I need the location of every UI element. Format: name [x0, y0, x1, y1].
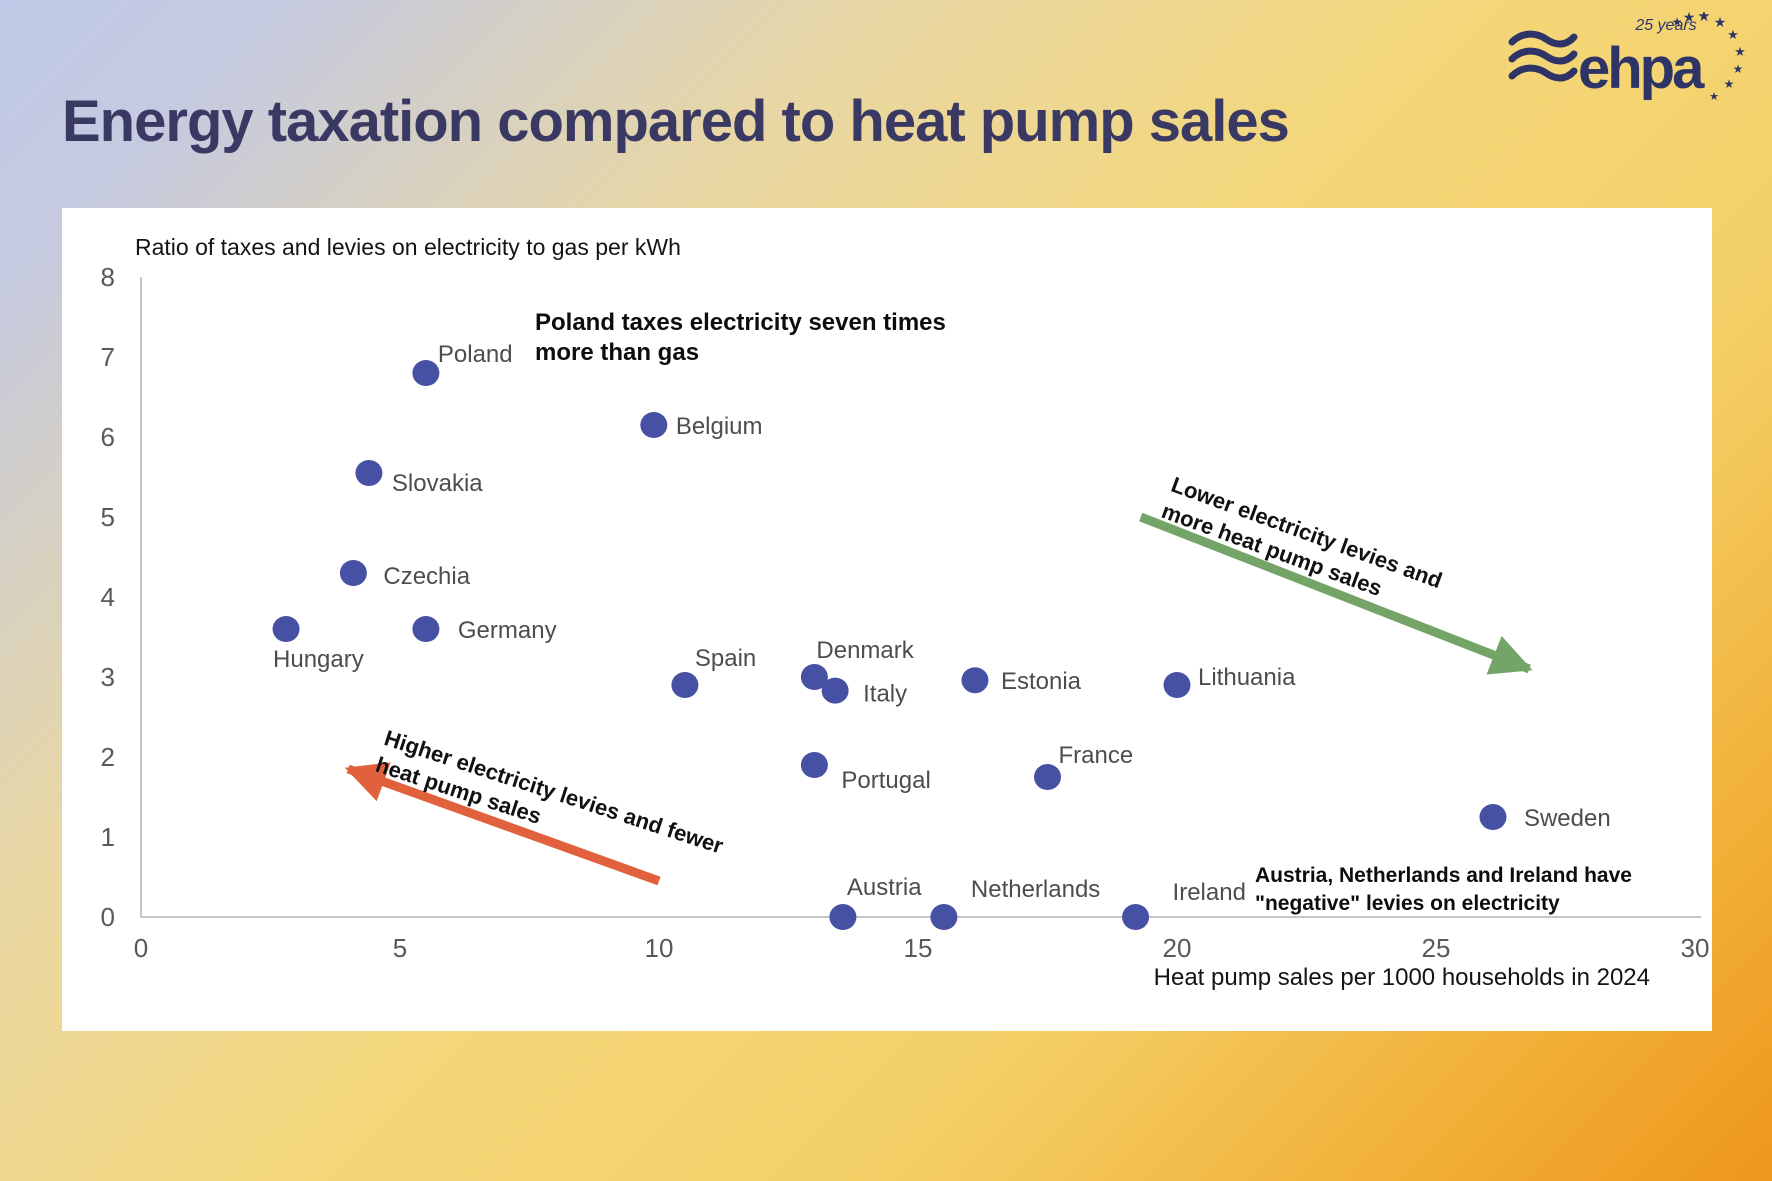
- svg-text:★: ★: [1734, 44, 1746, 59]
- x-tick-label: 30: [1681, 933, 1710, 963]
- point-label-ireland: Ireland: [1173, 879, 1246, 906]
- y-tick-label: 6: [101, 422, 115, 452]
- point-label-belgium: Belgium: [676, 413, 763, 440]
- data-point-portugal: [800, 752, 828, 778]
- trend-arrow-lower-levies: [1139, 512, 1533, 675]
- data-point-ireland: [1122, 904, 1150, 930]
- ehpa-logo-graphic: ehpa 25 years ★ ★ ★ ★ ★ ★ ★ ★ ★: [1508, 8, 1746, 103]
- svg-text:★: ★: [1727, 27, 1739, 42]
- data-point-slovakia: [355, 460, 383, 486]
- eu-stars-icon: ★ ★ ★ ★ ★ ★ ★ ★ ★: [1672, 8, 1746, 103]
- svg-text:★: ★: [1733, 62, 1744, 76]
- x-tick-label: 25: [1422, 933, 1451, 963]
- y-tick-label: 3: [101, 662, 115, 692]
- point-label-denmark: Denmark: [816, 637, 914, 664]
- point-label-slovakia: Slovakia: [392, 470, 483, 497]
- point-label-italy: Italy: [863, 681, 907, 708]
- ehpa-logo: ehpa 25 years ★ ★ ★ ★ ★ ★ ★ ★ ★: [1506, 8, 1756, 104]
- svg-text:★: ★: [1709, 91, 1719, 103]
- annotation-poland-note: Poland taxes electricity seven times mor…: [535, 308, 946, 368]
- point-label-poland: Poland: [438, 341, 513, 368]
- y-axis-title: Ratio of taxes and levies on electricity…: [135, 234, 681, 260]
- y-tick-label: 8: [101, 262, 115, 292]
- point-label-germany: Germany: [458, 617, 557, 644]
- annotation-line: "negative" levies on electricity: [1255, 892, 1560, 915]
- annotation-line: Poland taxes electricity seven times: [535, 309, 946, 336]
- data-point-estonia: [961, 667, 989, 694]
- y-tick-label: 7: [101, 342, 115, 372]
- y-tick-label: 2: [101, 742, 115, 772]
- point-label-spain: Spain: [695, 645, 756, 672]
- trend-arrow-higher-levies: [344, 762, 661, 886]
- x-tick-label: 15: [904, 933, 933, 963]
- point-label-estonia: Estonia: [1001, 668, 1082, 695]
- y-tick-label: 5: [101, 502, 115, 532]
- data-point-italy: [821, 677, 849, 704]
- data-point-netherlands: [930, 904, 958, 930]
- x-axis-label: Heat pump sales per 1000 households in 2…: [1153, 964, 1650, 991]
- point-label-france: France: [1059, 742, 1134, 769]
- y-tick-label: 4: [101, 582, 115, 612]
- point-label-sweden: Sweden: [1524, 805, 1611, 832]
- svg-text:★: ★: [1672, 15, 1683, 29]
- y-tick-label: 1: [101, 822, 115, 852]
- ehpa-tagline-text: 25 years: [1634, 17, 1696, 34]
- point-label-czechia: Czechia: [383, 563, 470, 590]
- data-point-france: [1034, 764, 1061, 790]
- data-point-lithuania: [1163, 672, 1191, 698]
- ehpa-brand-text: ehpa: [1578, 36, 1705, 101]
- x-tick-label: 10: [645, 933, 674, 963]
- point-label-lithuania: Lithuania: [1198, 664, 1296, 691]
- svg-text:★: ★: [1683, 12, 1696, 25]
- x-tick-label: 20: [1163, 933, 1192, 963]
- data-point-sweden: [1479, 804, 1507, 830]
- arrow-annotation-higher-levies: Higher electricity levies and fewerheat …: [373, 725, 727, 858]
- svg-text:★: ★: [1697, 12, 1710, 25]
- data-point-poland: [412, 360, 440, 386]
- annotation-line: Austria, Netherlands and Ireland have: [1255, 864, 1632, 887]
- point-label-netherlands: Netherlands: [971, 876, 1100, 903]
- data-point-belgium: [640, 412, 668, 438]
- svg-text:★: ★: [1724, 77, 1735, 91]
- page-title: Energy taxation compared to heat pump sa…: [62, 89, 1290, 154]
- data-point-germany: [412, 616, 440, 642]
- data-point-czechia: [339, 560, 367, 586]
- svg-text:★: ★: [1714, 14, 1727, 30]
- data-point-austria: [829, 904, 857, 930]
- point-label-austria: Austria: [847, 874, 922, 901]
- data-point-denmark: [800, 664, 828, 690]
- ehpa-waves-icon: [1508, 30, 1578, 82]
- y-tick-label: 0: [101, 902, 115, 932]
- scatter-chart: 0 1 2 3 4 5 6 7 8 0 5 10 15 20 25 30 Higher electricity …: [101, 262, 1710, 963]
- x-tick-label: 0: [134, 933, 148, 963]
- chart-panel: 0 1 2 3 4 5 6 7 8 0 5 10 15 20 25 30 Higher electricity …: [62, 208, 1712, 1031]
- point-label-portugal: Portugal: [841, 767, 930, 794]
- data-point-hungary: [272, 616, 300, 642]
- point-label-hungary: Hungary: [273, 646, 364, 673]
- annotation-line: more than gas: [535, 339, 700, 366]
- x-tick-label: 5: [393, 933, 407, 963]
- data-point-spain: [671, 672, 699, 698]
- annotation-negative-levies-note: Austria, Netherlands and Ireland have "n…: [1255, 862, 1632, 918]
